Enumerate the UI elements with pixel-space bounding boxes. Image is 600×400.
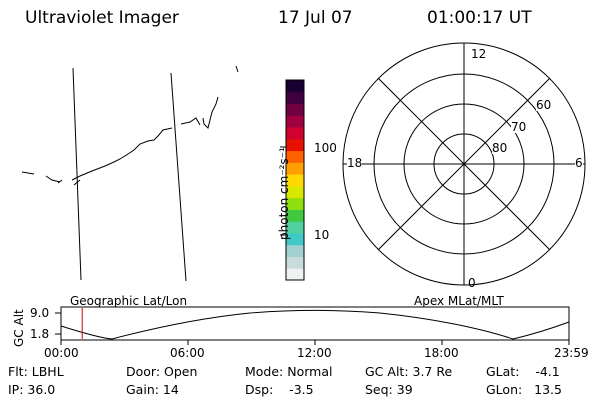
map-coastline (45, 175, 61, 183)
ip-status: IP: 36.0 (8, 382, 56, 397)
door-status: Door: Open (126, 364, 198, 379)
map-coastline (57, 179, 63, 184)
geographic-latlon-label: Geographic Lat/Lon (70, 294, 188, 308)
mlt-label-18: 18 (347, 156, 363, 170)
mode-status: Mode: Normal (245, 364, 333, 379)
dsp-status: Dsp: -3.5 (245, 382, 314, 397)
map-coastline (202, 96, 219, 129)
observation-time: 01:00:17 UT (427, 8, 532, 28)
colorbar-cell (286, 256, 304, 269)
colorbar-cell (286, 197, 304, 210)
colorbar-cell (286, 244, 304, 257)
colorbar-cell (286, 127, 304, 140)
map-coastline (235, 65, 239, 73)
glon-status: GLon: 13.5 (486, 382, 562, 397)
map-longitude-line (72, 67, 82, 281)
ring-label-70: 70 (511, 120, 527, 134)
mlt-label-0: 0 (468, 276, 476, 290)
altitude-curve (60, 309, 570, 340)
instrument-title: Ultraviolet Imager (25, 8, 179, 28)
colorbar-cell (286, 103, 304, 116)
x-tick-1200: 12:00 (297, 346, 332, 360)
colorbar-cell (286, 221, 304, 234)
mlt-label-12: 12 (471, 47, 487, 61)
seq-status: Seq: 39 (365, 382, 413, 397)
x-tick-1800: 18:00 (424, 346, 459, 360)
colorbar-cell (286, 174, 304, 187)
ring-label-80: 80 (492, 141, 508, 155)
colorbar-cell (286, 162, 304, 175)
colorbar-cell (286, 91, 304, 105)
y-tick-1-8: 1.8 (30, 327, 50, 341)
colorbar-cell (286, 209, 304, 222)
map-coastline (73, 179, 81, 186)
colorbar-cell (286, 80, 304, 93)
ring-label-60: 60 (536, 98, 552, 112)
gain-status: Gain: 14 (126, 382, 179, 397)
map-coastline (71, 127, 173, 181)
apex-mlat-mlt-label: Apex MLat/MLT (414, 294, 504, 308)
x-tick-0600: 06:00 (170, 346, 205, 360)
colorbar-tick-100: 100 (314, 141, 337, 155)
colorbar-cell (286, 185, 304, 199)
map-coastline (21, 171, 35, 175)
glat-status: GLat: -4.1 (486, 364, 560, 379)
colorbar-cell (286, 232, 304, 246)
colorbar-cell (286, 150, 304, 163)
map-coastline (180, 117, 201, 126)
observation-date: 17 Jul 07 (278, 8, 353, 28)
x-tick-0000: 00:00 (44, 346, 79, 360)
mlt-label-6: 6 (575, 156, 583, 170)
colorbar-cell (286, 115, 304, 128)
filter-status: Flt: LBHL (8, 364, 64, 379)
polar-diagonal (377, 77, 551, 251)
map-longitude-line (170, 72, 187, 282)
gc-alt-status: GC Alt: 3.7 Re (365, 364, 453, 379)
colorbar-tick-10: 10 (314, 228, 330, 242)
colorbar-cell (286, 138, 304, 152)
colorbar-cell (286, 268, 304, 281)
x-tick-2359: 23:59 (554, 346, 589, 360)
y-tick-9: 9.0 (30, 306, 50, 320)
